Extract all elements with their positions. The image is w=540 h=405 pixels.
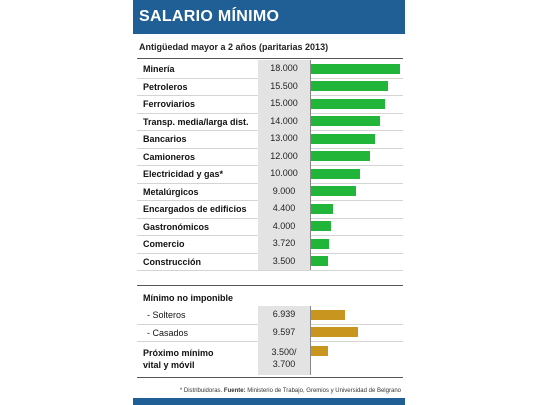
chart-subtitle: Antigüedad mayor a 2 años (paritarias 20… [139,42,329,52]
value-divider [310,60,311,270]
row-label: Petroleros [143,81,188,92]
row-value: 9.597 [258,323,310,341]
row-label: Próximo mínimo [143,348,214,358]
section-rule [137,285,403,286]
chart-title: SALARIO MÍNIMO [139,8,280,25]
row-label: Gastronómicos [143,221,210,232]
row-label: Metalúrgicos [143,186,199,197]
row-value: 9.000 [258,182,310,200]
row-label: Minería [143,64,175,74]
row-value: 3.720 [258,235,310,253]
bar [311,151,371,162]
row-value: 3.500/3.700 [258,341,310,375]
bar [311,81,388,92]
bar [311,309,346,320]
footnote: * Distribuidoras. Fuente: Ministerio de … [139,388,401,394]
bar [311,133,376,144]
source-text: Ministerio de Trabajo, Gremios y Univers… [247,388,401,394]
row-label: Ferroviarios [143,99,196,109]
header-rule [137,58,403,59]
value-line: 3.700 [272,359,296,369]
value-line: 3.500/ [271,347,297,357]
row-label: vital y móvil [143,360,195,370]
bar [311,327,359,338]
title-bar: SALARIO MÍNIMO [133,0,405,34]
source-label: Fuente: [223,388,246,394]
bar [311,346,329,356]
row-separator [137,270,403,271]
bar [311,221,331,232]
bar [311,98,386,109]
bar [311,116,381,127]
row-label: Camioneros [143,151,196,162]
row-label: Encargados de edificios [143,204,247,214]
row-label: Construcción [143,256,202,267]
row-value: 14.000 [258,112,310,130]
row-label: Electricidad y gas* [143,169,224,179]
bar [311,238,330,249]
infographic: SALARIO MÍNIMO Antigüedad mayor a 2 años… [133,0,405,405]
row-value: 18.000 [258,60,310,78]
row-value: 15.000 [258,95,310,113]
footnote-note: * Distribuidoras. [179,388,223,394]
row-value: 6.939 [258,306,310,324]
value-divider [310,306,311,375]
row-value: 15.500 [258,77,310,95]
footer-rule [137,377,403,378]
bottom-bar [133,398,405,405]
row-value: 13.000 [258,130,310,148]
row-value: 4.000 [258,217,310,235]
bar [311,256,329,267]
bar [311,203,333,214]
row-label: Transp. media/larga dist. [143,116,249,127]
row-label: - Solteros [147,310,186,320]
row-value: 4.400 [258,200,310,218]
row-label: Comercio [143,239,185,249]
row-value: 10.000 [258,165,310,183]
row-label: Bancarios [143,134,187,144]
row-label: - Casados [147,327,189,338]
bar [311,168,361,179]
row-value: 12.000 [258,147,310,165]
bar [311,63,400,74]
section-label: Mínimo no imponible [143,293,233,303]
bar [311,186,356,197]
row-value: 3.500 [258,252,310,270]
